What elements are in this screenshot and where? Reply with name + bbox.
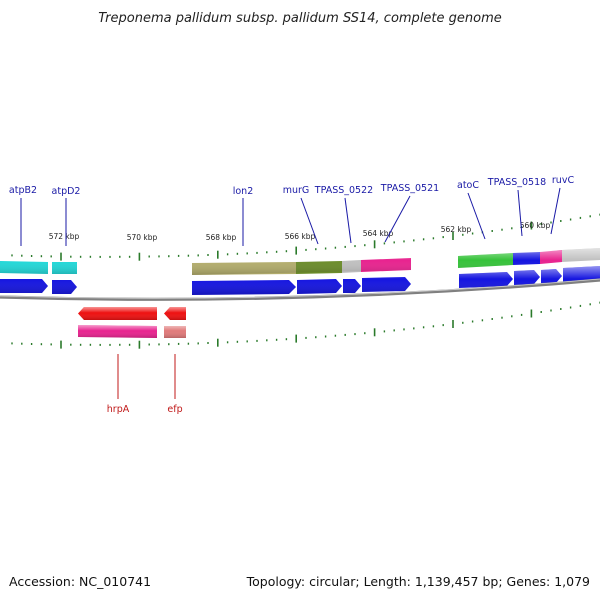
ruler-labels: 572 kbp 570 kbp 568 kbp 566 kbp 564 kbp … (49, 221, 551, 242)
gene-label-atpD2[interactable]: atpD2 (52, 186, 81, 197)
forward-arrow-shading (0, 266, 600, 295)
gene-label-lon2[interactable]: lon2 (233, 186, 254, 197)
gene-label-atpB2[interactable]: atpB2 (9, 185, 37, 196)
ruler-label-570kbp: 570 kbp (127, 233, 158, 242)
gene-label-TPASS_0522[interactable]: TPASS_0522 (314, 185, 373, 196)
gene-label-murG[interactable]: murG (283, 185, 310, 196)
gene-label-TPASS_0521[interactable]: TPASS_0521 (380, 183, 439, 194)
forward-strand-genes (0, 266, 600, 295)
gene-label-ruvC[interactable]: ruvC (552, 175, 575, 186)
reverse-gene-labels: hrpA efp (107, 404, 183, 415)
forward-gene-labels: atpB2 atpD2 lon2 murG TPASS_0522 TPASS_0… (9, 175, 575, 197)
inner-tick-row (11, 301, 600, 349)
gene-label-TPASS_0518[interactable]: TPASS_0518 (487, 177, 546, 188)
gene-label-atoC[interactable]: atoC (457, 180, 479, 191)
reverse-label-leaders (117, 354, 176, 399)
leader-ruvC (550, 187, 561, 235)
leader-murG (300, 197, 319, 245)
genome-backbone (0, 278, 600, 301)
genome-backbone-highlight (0, 278, 600, 299)
ruler-label-564kbp: 564 kbp (363, 229, 394, 238)
cog-band (0, 248, 600, 275)
reverse-arrow-shading (78, 307, 186, 320)
genome-summary-text: Topology: circular; Length: 1,139,457 bp… (246, 574, 590, 589)
outer-tick-row (11, 213, 600, 261)
ruler-label-568kbp: 568 kbp (206, 233, 237, 242)
ruler-label-572kbp: 572 kbp (49, 232, 80, 241)
gene-label-efp[interactable]: efp (167, 404, 182, 415)
reverse-cog-band (78, 325, 186, 338)
label-leaders (20, 187, 561, 246)
reverse-strand-genes (78, 307, 186, 320)
reverse-cog-shading (78, 325, 186, 338)
cog-band-shading (0, 248, 600, 275)
leader-TPASS_0522 (344, 197, 352, 244)
leader-TPASS_0518 (517, 189, 523, 237)
ruler-label-560kbp: 560 kbp (520, 221, 551, 230)
map-title: Treponema pallidum subsp. pallidum SS14,… (98, 11, 502, 26)
ruler-label-562kbp: 562 kbp (441, 225, 472, 234)
accession-text: Accession: NC_010741 (9, 574, 151, 589)
leader-atoC (467, 192, 486, 240)
gene-label-hrpA[interactable]: hrpA (107, 404, 130, 415)
ruler-label-566kbp: 566 kbp (285, 232, 316, 241)
leader-TPASS_0521 (384, 195, 411, 243)
